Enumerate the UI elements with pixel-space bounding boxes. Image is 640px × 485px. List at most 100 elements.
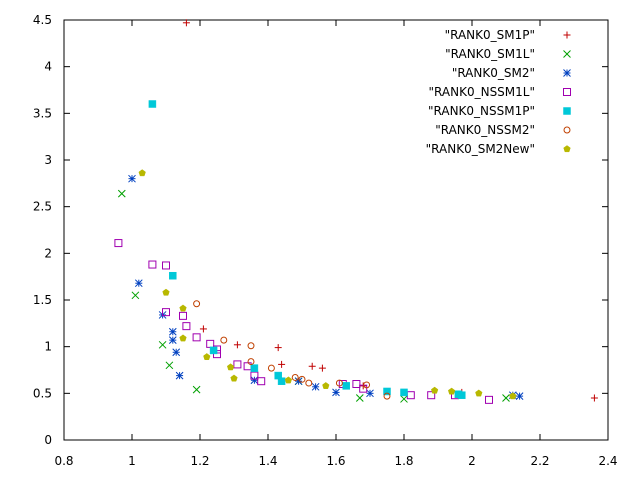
data-point [230,374,238,382]
data-point [209,346,218,355]
y-tick-label: 2 [44,246,52,260]
data-point [458,391,466,399]
data-point [192,385,201,394]
data-point [117,189,126,198]
y-tick-label: 0.5 [33,386,52,400]
legend-label: "RANK0_SM2New" [426,142,535,156]
data-point [359,382,367,390]
data-point [311,382,320,391]
data-point [291,373,299,381]
legend-label: "RANK0_SM1L" [445,47,535,61]
data-point [250,376,259,385]
y-tick-label: 0 [44,433,52,447]
x-tick-label: 1.4 [258,454,277,468]
data-point [162,288,170,296]
plot-frame [63,19,609,441]
data-point [162,261,170,270]
data-point [305,379,313,387]
data-marks [114,19,598,404]
data-point [475,389,483,397]
data-point [182,322,191,331]
y-tick-label: 3.5 [33,106,52,120]
data-point [284,376,293,384]
data-point [335,379,343,387]
data-point [162,308,170,317]
data-point [179,334,187,342]
data-point [165,361,174,370]
data-point [515,392,524,400]
data-point [138,169,146,177]
data-point [131,291,140,300]
data-point [383,387,391,396]
x-tick-label: 1.6 [326,454,345,468]
series-0 [182,19,598,402]
data-point [128,174,136,183]
data-point [400,388,408,397]
data-point [257,377,266,386]
y-tick-label: 3 [44,153,52,167]
legend-label: "RANK0_SM2" [452,66,535,80]
data-point [114,239,123,248]
data-point [175,371,184,380]
data-point [168,336,177,344]
data-point [134,279,143,288]
legend: "RANK0_SM1P" "RANK0_SM1L" "RANK0_SM2" "RANK… [426,28,571,156]
data-point [179,304,187,312]
y-tick-label: 2.5 [33,200,52,214]
data-point [199,325,207,333]
series-4 [148,100,466,399]
data-point [267,364,275,372]
data-point [220,336,228,344]
data-point [179,311,187,320]
data-point [363,381,371,389]
data-point [298,375,306,383]
data-point [447,387,456,395]
data-point [509,392,517,400]
data-point [233,341,241,349]
data-point [406,391,415,400]
data-point [430,386,439,394]
legend-marker [563,107,571,115]
legend-marker [563,31,571,39]
data-point [233,360,242,369]
data-point [590,394,598,402]
data-point [427,391,436,400]
y-tick-label: 1.5 [33,293,52,307]
x-tick-label: 1.8 [394,454,413,468]
x-tick-label: 1.2 [190,454,209,468]
data-point [168,327,177,336]
legend-label: "RANK0_NSSM1L" [429,85,535,99]
x-tick-label: 2.2 [530,454,549,468]
data-point [250,371,259,380]
series-1 [117,189,510,403]
data-point [243,362,252,371]
data-point [278,360,286,368]
data-point [250,364,259,372]
legend-label: "RANK0_SM1P" [445,28,535,42]
legend-marker [563,126,571,134]
legend-marker [563,69,571,77]
data-point [192,333,201,342]
y-tick-label: 1 [44,340,52,354]
data-point [274,344,282,352]
data-point [148,100,157,108]
data-point [355,394,364,402]
data-point [148,260,157,269]
axis-ticks: 0.8 1 1.2 1.4 1.6 1.8 2 2.2 2.4 0 0.5 1 1.5 2 2.5 3 3.5 4… [33,13,618,468]
legend-label: "RANK0_NSSM1P" [428,104,535,118]
data-point [247,358,255,366]
data-point [366,389,374,398]
data-point [502,394,510,402]
data-point [203,353,211,361]
data-point [400,395,408,403]
legend-marker [563,88,571,96]
data-point [226,363,235,371]
data-point [342,382,350,390]
data-point [308,362,316,370]
x-tick-label: 1 [128,454,136,468]
legend-marker [563,145,571,153]
y-tick-label: 4 [44,60,52,74]
data-point [247,342,255,350]
